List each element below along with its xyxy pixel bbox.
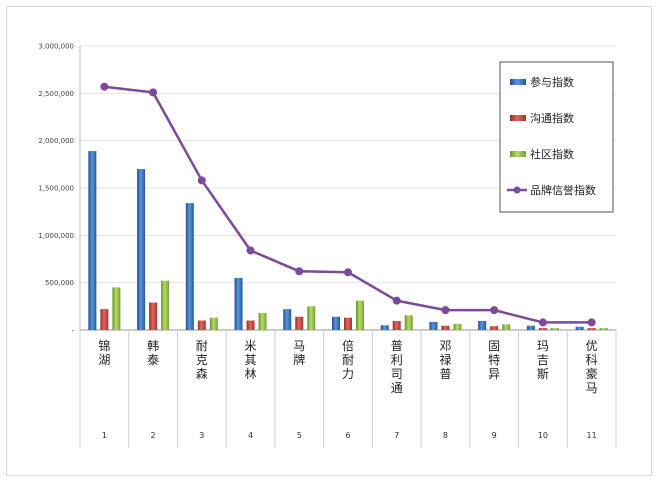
point-品牌信誉指数-米其林 <box>246 246 255 255</box>
bar-社区指数-马牌 <box>307 306 316 330</box>
category-label: 优科豪马 <box>586 339 598 395</box>
category-label: 米其林 <box>245 339 257 381</box>
y-tick-label: 2,500,000 <box>38 90 74 98</box>
category-index: 9 <box>492 431 497 440</box>
bar-社区指数-玛吉斯 <box>550 328 559 330</box>
point-品牌信誉指数-锦湖 <box>100 82 109 91</box>
legend-label: 社区指数 <box>530 147 574 161</box>
bar-参与指数-耐克森 <box>185 203 194 330</box>
legend-swatch-沟通指数 <box>510 115 526 121</box>
bar-沟通指数-耐克森 <box>197 320 206 330</box>
bar-参与指数-优科豪马 <box>575 326 584 330</box>
category-index: 7 <box>394 431 399 440</box>
bar-社区指数-米其林 <box>258 312 267 330</box>
category-index: 5 <box>297 431 302 440</box>
bar-沟通指数-锦湖 <box>100 309 109 330</box>
category-label: 韩泰 <box>147 338 159 367</box>
bar-沟通指数-米其林 <box>246 320 255 330</box>
bar-社区指数-韩泰 <box>161 280 170 330</box>
category-index: 3 <box>199 431 204 440</box>
bar-沟通指数-优科豪马 <box>587 328 596 330</box>
point-品牌信誉指数-优科豪马 <box>587 318 596 327</box>
y-tick-label: 1,000,000 <box>38 232 74 240</box>
bar-社区指数-优科豪马 <box>599 328 608 330</box>
bar-参与指数-锦湖 <box>88 151 97 330</box>
category-label: 耐克森 <box>196 339 208 381</box>
y-tick-label: 2,000,000 <box>38 137 74 145</box>
category-index: 11 <box>587 431 597 440</box>
bar-社区指数-倍耐力 <box>356 300 364 330</box>
point-品牌信誉指数-马牌 <box>295 267 304 276</box>
bar-沟通指数-韩泰 <box>149 302 158 330</box>
category-label: 倍耐力 <box>342 338 354 381</box>
legend-label: 参与指数 <box>530 75 574 89</box>
bar-社区指数-锦湖 <box>112 287 121 330</box>
bar-沟通指数-固特异 <box>490 326 499 330</box>
bar-参与指数-米其林 <box>234 277 243 330</box>
category-label: 玛吉斯 <box>537 339 549 381</box>
legend-swatch-参与指数 <box>510 79 526 85</box>
category-index: 2 <box>151 431 156 440</box>
category-label: 邓禄普 <box>439 339 451 381</box>
category-index: 8 <box>443 431 448 440</box>
y-tick-label: - <box>71 327 74 335</box>
brand-reputation-line <box>100 82 596 327</box>
point-品牌信誉指数-玛吉斯 <box>538 318 547 327</box>
bar-社区指数-固特异 <box>502 324 511 330</box>
point-品牌信誉指数-普利司通 <box>392 296 401 305</box>
category-index: 1 <box>102 431 107 440</box>
bar-沟通指数-倍耐力 <box>344 317 352 330</box>
legend-marker-品牌信誉指数 <box>513 186 521 194</box>
bar-沟通指数-玛吉斯 <box>538 328 547 330</box>
bar-参与指数-普利司通 <box>380 325 389 330</box>
bars <box>88 151 608 330</box>
point-品牌信誉指数-倍耐力 <box>344 268 352 277</box>
bar-参与指数-马牌 <box>283 309 292 330</box>
point-品牌信誉指数-固特异 <box>490 306 499 315</box>
legend-label: 沟通指数 <box>530 111 574 125</box>
bar-社区指数-耐克森 <box>209 317 218 330</box>
axis-labels: 3,000,000 2,500,000 2,000,000 1,500,000 1,00… <box>38 43 597 441</box>
bar-参与指数-固特异 <box>478 321 487 330</box>
category-label: 普利司通 <box>391 339 403 395</box>
bar-沟通指数-普利司通 <box>392 321 401 330</box>
point-品牌信誉指数-耐克森 <box>197 176 206 185</box>
point-品牌信誉指数-韩泰 <box>149 88 158 97</box>
y-tick-label: 500,000 <box>45 279 74 287</box>
bar-沟通指数-马牌 <box>295 316 304 330</box>
bar-社区指数-邓禄普 <box>453 323 462 330</box>
category-index: 4 <box>248 431 253 440</box>
bar-参与指数-韩泰 <box>137 169 146 330</box>
category-label: 锦湖 <box>98 339 110 367</box>
legend-label: 品牌信誉指数 <box>530 183 596 197</box>
y-tick-label: 1,500,000 <box>38 185 74 193</box>
point-品牌信誉指数-邓禄普 <box>441 306 450 315</box>
bar-社区指数-普利司通 <box>404 315 413 330</box>
bar-参与指数-倍耐力 <box>332 316 340 330</box>
category-index: 6 <box>345 431 350 440</box>
bar-参与指数-玛吉斯 <box>526 325 535 330</box>
bar-参与指数-邓禄普 <box>429 321 438 330</box>
category-label: 马牌 <box>293 339 305 367</box>
legend-swatch-社区指数 <box>510 151 526 157</box>
y-tick-label: 3,000,000 <box>38 43 74 51</box>
legend-box <box>499 61 614 213</box>
bar-沟通指数-邓禄普 <box>441 325 450 330</box>
category-label: 固特异 <box>488 339 500 381</box>
category-index: 10 <box>538 431 548 440</box>
